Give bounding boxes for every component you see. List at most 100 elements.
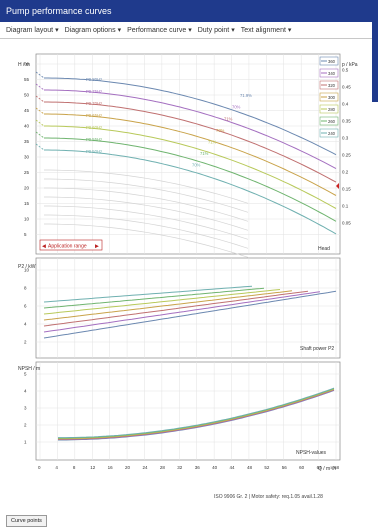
power-corner-label: Shaft power P2 — [300, 346, 334, 352]
pressure-tick-label: 0.25 — [342, 153, 351, 158]
application-range-label: Application range — [48, 244, 87, 250]
npsh-panel-frame — [35, 361, 341, 461]
curve-group: P0 80Hz 71.9% P0 75Hz 70% P0 70Hz 71% P0 65Hz 7… — [35, 56, 339, 441]
legend-label: 260 — [328, 119, 336, 124]
pressure-tick-label: 0.1 — [342, 204, 349, 209]
npsh-tick-label: 2 — [24, 423, 27, 428]
head-curve-extension — [35, 107, 45, 115]
head-tick-label: 35 — [24, 139, 30, 144]
chevron-down-icon: ▾ — [55, 27, 59, 34]
legend-label: 360 — [328, 59, 336, 64]
toolbar: Diagram layout ▾ Diagram options ▾ Perform… — [0, 22, 372, 38]
efficiency-label: 71% — [200, 151, 209, 156]
power-curve — [43, 291, 321, 333]
power-curve — [43, 287, 265, 309]
power-tick-label: 4 — [24, 322, 27, 327]
x-tick-label: 8 — [73, 465, 76, 470]
x-tick-label: 0 — [38, 465, 41, 470]
system-curve — [44, 205, 249, 240]
menu-performance-curve[interactable]: Performance curve ▾ — [127, 26, 192, 38]
curve-points-tab[interactable]: Curve points — [6, 515, 47, 527]
head-tick-label: 20 — [24, 186, 30, 191]
x-tick-label: 32 — [177, 465, 183, 470]
x-axis-label: Q / m³/h — [318, 466, 336, 472]
efficiency-label: 70% — [232, 105, 241, 110]
head-tick-label: 45 — [24, 108, 30, 113]
pressure-tick-label: 0.5 — [342, 68, 349, 73]
pressure-tick-label: 0.35 — [342, 119, 351, 124]
head-panel-frame — [35, 53, 341, 255]
legend-item — [319, 80, 339, 90]
application-range-button[interactable]: ◀ Application range ▶ — [39, 239, 103, 251]
menu-label: Diagram options — [64, 27, 116, 34]
chevron-down-icon: ▾ — [231, 27, 235, 34]
pressure-tick-label: 0.2 — [342, 170, 349, 175]
menu-diagram-options[interactable]: Diagram options ▾ — [65, 26, 121, 38]
npsh-corner-label: NPSH-values — [296, 450, 327, 456]
power-curve — [43, 285, 253, 303]
x-tick-label: 20 — [125, 465, 131, 470]
footer-note: ISO 9906 Gr. 2 | Motor safety: req.1.05 … — [214, 494, 323, 500]
arrow-left-icon: ◀ — [42, 244, 46, 250]
head-tick-label: 60 — [24, 62, 30, 67]
npsh-tick-label: 3 — [24, 406, 27, 411]
head-curve-extension — [35, 143, 45, 151]
legend-item — [319, 56, 339, 66]
head-curve — [44, 89, 337, 170]
x-tick-label: 44 — [230, 465, 236, 470]
power-tick-label: 10 — [24, 268, 30, 273]
power-curve — [43, 290, 293, 321]
chevron-down-icon: ▾ — [117, 27, 122, 34]
power-axis-label: P2 / kW — [18, 264, 36, 270]
efficiency-label: 71% — [208, 139, 217, 144]
system-curve — [44, 187, 249, 222]
grid-lines: 0 4 8 12 16 20 24 28 32 36 40 44 48 52 56 60 64 686055504… — [24, 54, 351, 470]
curve-label: P0 80Hz — [86, 77, 102, 82]
menu-duty-point[interactable]: Duty point ▾ — [198, 26, 235, 38]
head-curve — [44, 149, 337, 235]
legend-label: 340 — [328, 71, 336, 76]
system-curve — [44, 169, 249, 204]
arrow-right-icon: ▶ — [95, 244, 99, 250]
power-curve — [43, 290, 309, 327]
system-curve — [44, 178, 249, 213]
efficiency-label: 71.9% — [240, 93, 252, 98]
head-axis-label: H / m — [18, 62, 30, 68]
head-curve-extension — [35, 83, 45, 91]
npsh-tick-label: 1 — [24, 440, 27, 445]
x-tick-label: 12 — [90, 465, 96, 470]
head-tick-label: 5 — [24, 232, 27, 237]
menu-text-alignment[interactable]: Text alignment ▾ — [241, 26, 292, 38]
curve-label: P0 55Hz — [86, 137, 102, 142]
head-curve-extension — [35, 95, 45, 103]
head-tick-label: 40 — [24, 124, 30, 129]
efficiency-label: 71% — [224, 116, 233, 121]
chevron-down-icon: ▾ — [287, 27, 292, 34]
head-curve — [44, 77, 337, 156]
x-tick-label: 60 — [299, 465, 305, 470]
system-curve — [44, 214, 249, 249]
power-tick-label: 6 — [24, 304, 27, 309]
menu-label: Duty point — [197, 27, 230, 34]
npsh-curve — [58, 387, 335, 439]
pressure-tick-label: 0.4 — [342, 102, 349, 107]
head-tick-label: 15 — [24, 201, 30, 206]
curve-label: P0 75Hz — [86, 89, 102, 94]
side-accent — [372, 22, 378, 102]
head-tick-label: 50 — [24, 93, 30, 98]
menu-label: Diagram layout — [6, 27, 54, 34]
pressure-axis-label: p / kPa — [342, 62, 358, 68]
npsh-axis-label: NPSH / m — [18, 366, 40, 372]
curve-label: P0 50Hz — [86, 149, 102, 154]
system-curve — [44, 223, 249, 258]
legend-item — [319, 128, 339, 138]
pressure-tick-label: 0.15 — [342, 187, 351, 192]
power-tick-label: 8 — [24, 286, 27, 291]
curve-label: P0 70Hz — [86, 101, 102, 106]
head-tick-label: 55 — [24, 77, 30, 82]
x-tick-label: 68 — [334, 465, 340, 470]
efficiency-label: 70% — [216, 128, 225, 133]
x-tick-label: 48 — [247, 465, 253, 470]
menu-diagram-layout[interactable]: Diagram layout ▾ — [6, 26, 59, 38]
